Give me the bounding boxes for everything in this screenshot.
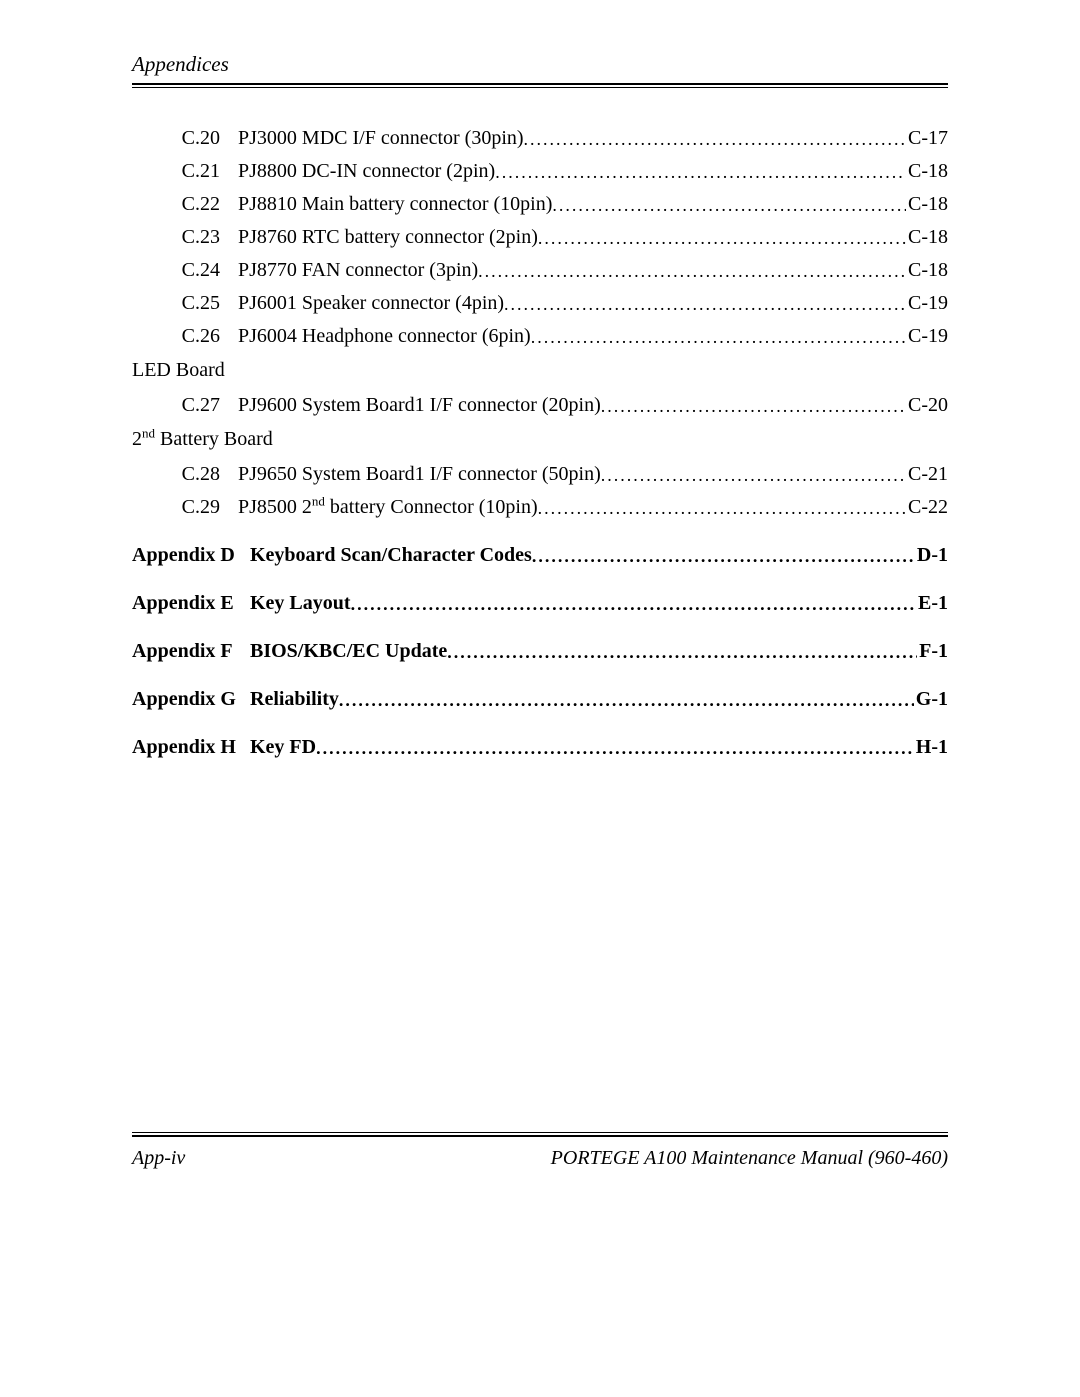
appendix-num: Appendix F	[132, 641, 250, 661]
toc-num: C.27	[132, 395, 238, 415]
toc-page: C-18	[906, 227, 948, 247]
toc-page: C-18	[906, 194, 948, 214]
footer-rule-thick	[132, 1135, 948, 1137]
toc-num: C.24	[132, 260, 238, 280]
appendix-page: H-1	[914, 737, 948, 757]
appendix-page: D-1	[915, 545, 948, 565]
toc-row: C.25 PJ6001 Speaker connector (4pin) C-1…	[132, 293, 948, 313]
toc-page: C-19	[906, 293, 948, 313]
toc-title: PJ6004 Headphone connector (6pin)	[238, 326, 531, 346]
appendix-row: Appendix G Reliability G-1	[132, 689, 948, 709]
toc-title: PJ8800 DC-IN connector (2pin)	[238, 161, 495, 181]
toc-row: C.28 PJ9650 System Board1 I/F connector …	[132, 464, 948, 484]
toc-dots	[316, 739, 914, 757]
footer-right: PORTEGE A100 Maintenance Manual (960-460…	[551, 1147, 948, 1170]
superscript: nd	[312, 493, 325, 508]
toc-page: C-17	[906, 128, 948, 148]
toc-dots	[601, 397, 906, 415]
toc-dots	[552, 196, 906, 214]
appendix-page: F-1	[917, 641, 948, 661]
footer-rule-thin	[132, 1132, 948, 1133]
toc-dots	[447, 643, 917, 661]
toc-row: C.27 PJ9600 System Board1 I/F connector …	[132, 395, 948, 415]
toc-title: PJ8770 FAN connector (3pin)	[238, 260, 478, 280]
appendix-page: E-1	[916, 593, 948, 613]
appendix-title: BIOS/KBC/EC Update	[250, 641, 447, 661]
header-rule-thick	[132, 83, 948, 85]
appendix-num: Appendix D	[132, 545, 250, 565]
appendix-title: Key Layout	[250, 593, 351, 613]
toc-row: C.21 PJ8800 DC-IN connector (2pin) C-18	[132, 161, 948, 181]
header-rule-thin	[132, 87, 948, 88]
appendix-row: Appendix F BIOS/KBC/EC Update F-1	[132, 641, 948, 661]
appendix-row: Appendix H Key FD H-1	[132, 737, 948, 757]
toc-title-pre: PJ8500 2	[238, 496, 312, 518]
toc-num: C.28	[132, 464, 238, 484]
toc-row: C.22 PJ8810 Main battery connector (10pi…	[132, 194, 948, 214]
toc-page: C-18	[906, 161, 948, 181]
toc-dots	[524, 130, 906, 148]
toc-content: C.20 PJ3000 MDC I/F connector (30pin) C-…	[132, 128, 948, 757]
toc-dots	[478, 262, 906, 280]
toc-dots	[538, 229, 906, 247]
section-2nd-battery: 2nd Battery Board	[132, 428, 948, 451]
toc-dots	[601, 466, 906, 484]
footer-row: App-iv PORTEGE A100 Maintenance Manual (…	[132, 1147, 948, 1170]
toc-num: C.25	[132, 293, 238, 313]
toc-row: C.23 PJ8760 RTC battery connector (2pin)…	[132, 227, 948, 247]
toc-title: PJ6001 Speaker connector (4pin)	[238, 293, 504, 313]
toc-title-post: battery Connector (10pin)	[325, 496, 538, 518]
appendix-row: Appendix D Keyboard Scan/Character Codes…	[132, 545, 948, 565]
toc-title: PJ3000 MDC I/F connector (30pin)	[238, 128, 524, 148]
appendix-num: Appendix E	[132, 593, 250, 613]
toc-num: C.26	[132, 326, 238, 346]
appendix-page: G-1	[914, 689, 948, 709]
superscript: nd	[142, 425, 155, 440]
page-body: Appendices C.20 PJ3000 MDC I/F connector…	[132, 52, 948, 785]
toc-row: C.20 PJ3000 MDC I/F connector (30pin) C-…	[132, 128, 948, 148]
appendix-title: Reliability	[250, 689, 339, 709]
toc-row: C.26 PJ6004 Headphone connector (6pin) C…	[132, 326, 948, 346]
toc-title: PJ8760 RTC battery connector (2pin)	[238, 227, 538, 247]
toc-dots	[504, 295, 906, 313]
toc-title: PJ9650 System Board1 I/F connector (50pi…	[238, 464, 601, 484]
toc-dots	[339, 691, 914, 709]
toc-num: C.23	[132, 227, 238, 247]
appendix-num: Appendix G	[132, 689, 250, 709]
toc-title: PJ8810 Main battery connector (10pin)	[238, 194, 552, 214]
toc-page: C-18	[906, 260, 948, 280]
toc-row: C.29 PJ8500 2nd battery Connector (10pin…	[132, 497, 948, 517]
footer-left: App-iv	[132, 1147, 185, 1170]
toc-dots	[351, 595, 916, 613]
toc-title: PJ8500 2nd battery Connector (10pin)	[238, 497, 538, 517]
appendix-title: Key FD	[250, 737, 316, 757]
toc-page: C-22	[906, 497, 948, 517]
toc-dots	[495, 163, 906, 181]
toc-title: PJ9600 System Board1 I/F connector (20pi…	[238, 395, 601, 415]
toc-dots	[531, 328, 906, 346]
toc-dots	[532, 547, 915, 565]
toc-num: C.21	[132, 161, 238, 181]
toc-num: C.22	[132, 194, 238, 214]
section-led-board: LED Board	[132, 359, 948, 382]
toc-page: C-19	[906, 326, 948, 346]
toc-num: C.20	[132, 128, 238, 148]
page-footer: App-iv PORTEGE A100 Maintenance Manual (…	[132, 1132, 948, 1170]
appendix-title: Keyboard Scan/Character Codes	[250, 545, 532, 565]
toc-dots	[538, 499, 906, 517]
toc-num: C.29	[132, 497, 238, 517]
toc-row: C.24 PJ8770 FAN connector (3pin) C-18	[132, 260, 948, 280]
appendix-num: Appendix H	[132, 737, 250, 757]
toc-page: C-20	[906, 395, 948, 415]
appendix-row: Appendix E Key Layout E-1	[132, 593, 948, 613]
toc-page: C-21	[906, 464, 948, 484]
header-title: Appendices	[132, 52, 948, 77]
